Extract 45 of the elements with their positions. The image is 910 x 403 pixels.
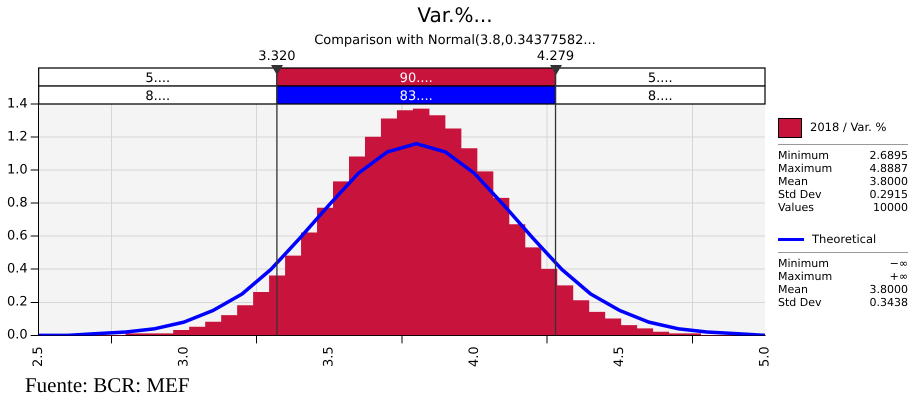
annotation: 83.... bbox=[400, 89, 433, 104]
y-tick-label: 1.4 bbox=[6, 96, 28, 112]
legend-label: 2018 / Var. % bbox=[778, 118, 908, 145]
text: 3.8000 bbox=[870, 283, 908, 296]
text: 0.3438 bbox=[870, 296, 908, 309]
text: Mean bbox=[778, 283, 808, 296]
x-tick-label: 2.5 bbox=[31, 346, 46, 368]
legend-label: Theoretical bbox=[778, 232, 908, 253]
annotation: 8.... bbox=[648, 89, 673, 104]
text: Maximum bbox=[778, 270, 832, 283]
text: Mean bbox=[778, 175, 808, 188]
y-tick-label: 1.0 bbox=[6, 162, 28, 178]
x-tick-label: 4.0 bbox=[466, 346, 482, 368]
x-tick-label: 5.0 bbox=[757, 346, 772, 368]
text: Values bbox=[778, 201, 814, 214]
text: Maximum bbox=[778, 162, 832, 175]
text: 3.8000 bbox=[870, 175, 908, 188]
chart-subtitle: Comparison with Normal(3.8,0.34377582... bbox=[314, 33, 596, 48]
text: 2.6895 bbox=[870, 149, 908, 162]
text: Minimum bbox=[778, 149, 829, 162]
chart-title: Var.%... bbox=[417, 3, 493, 27]
annotation: 8.... bbox=[145, 89, 170, 104]
source-note: Fuente: BCR: MEF bbox=[25, 373, 190, 398]
text: 0.2915 bbox=[870, 188, 908, 201]
y-tick-label: 0.8 bbox=[6, 196, 28, 211]
x-tick-label: 3.0 bbox=[176, 346, 192, 368]
y-tick-label: 0.4 bbox=[6, 262, 28, 277]
ref-line-label: 4.279 bbox=[536, 49, 574, 64]
text: Minimum bbox=[778, 257, 829, 270]
text: Std Dev bbox=[778, 296, 822, 309]
text: 90.... bbox=[400, 71, 433, 86]
y-tick-label: 0.2 bbox=[6, 294, 28, 310]
text: 10000 bbox=[873, 201, 908, 214]
y-tick-label: 0.0 bbox=[6, 328, 28, 343]
x-tick-label: 3.5 bbox=[322, 346, 337, 368]
text: Std Dev bbox=[778, 188, 822, 201]
text: 5.... bbox=[648, 71, 673, 86]
x-tick-label: 4.5 bbox=[612, 346, 628, 368]
y-tick-label: 0.6 bbox=[6, 228, 28, 244]
ref-line-label: 3.320 bbox=[258, 49, 296, 64]
text: 4.8887 bbox=[870, 162, 908, 175]
text: −∞ bbox=[890, 257, 908, 270]
text: +∞ bbox=[890, 270, 908, 283]
y-tick-label: 1.2 bbox=[6, 129, 28, 144]
text: 5.... bbox=[145, 71, 170, 86]
